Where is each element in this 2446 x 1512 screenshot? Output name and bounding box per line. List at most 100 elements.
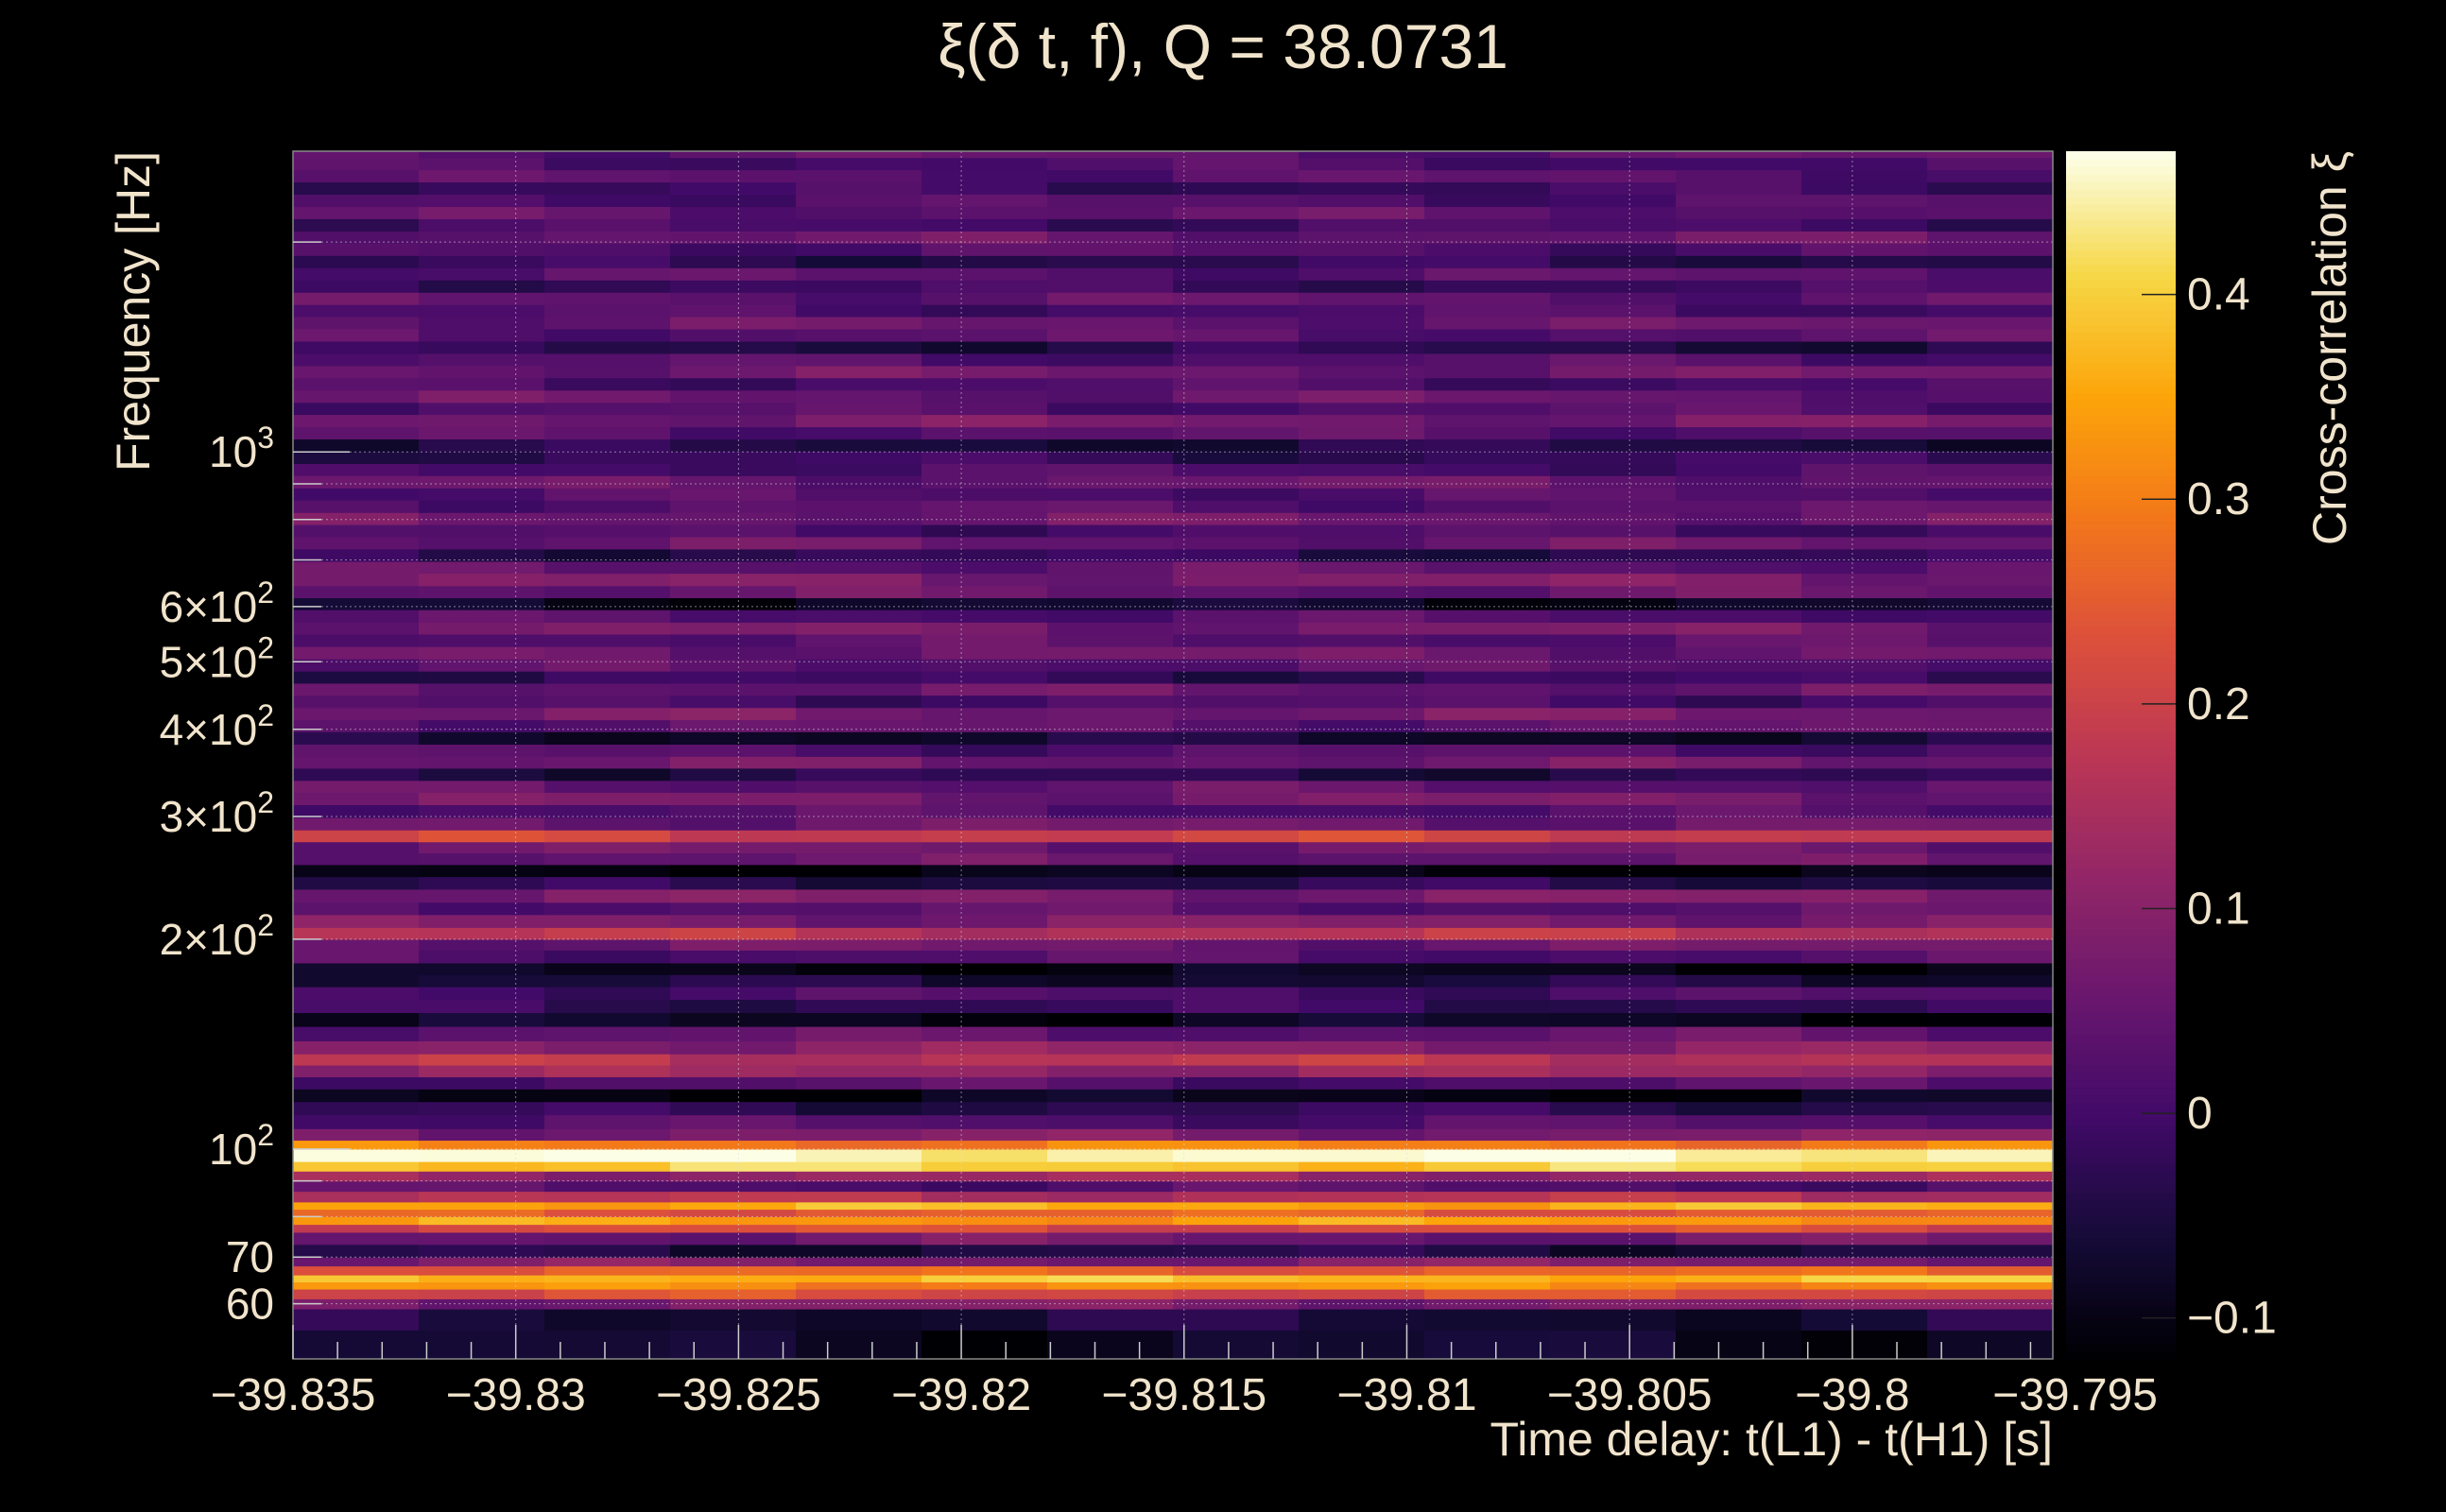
heatmap-cell — [419, 1180, 545, 1193]
heatmap-cell — [544, 1114, 671, 1129]
heatmap-cell — [1550, 402, 1677, 416]
heatmap-cell — [419, 792, 545, 805]
heatmap-cell — [544, 622, 671, 635]
heatmap-cell — [1676, 1012, 1802, 1027]
heatmap-cell — [1299, 475, 1425, 489]
colorbar-segment — [2066, 792, 2176, 801]
heatmap-cell — [796, 340, 922, 354]
heatmap-cell — [1173, 610, 1300, 623]
heatmap-cell — [1676, 767, 1802, 782]
heatmap-cell — [1424, 987, 1551, 1001]
heatmap-cell — [1550, 267, 1677, 281]
heatmap-cell — [670, 1054, 797, 1066]
heatmap-cell — [1550, 1224, 1677, 1233]
heatmap-cell — [670, 1128, 797, 1142]
heatmap-cell — [293, 902, 420, 916]
heatmap-cell — [670, 817, 797, 831]
heatmap-cell — [922, 1054, 1048, 1066]
colorbar-segment — [2066, 241, 2176, 250]
heatmap-cell — [1801, 719, 1928, 732]
heatmap-cell — [922, 1209, 1048, 1218]
heatmap-cell — [544, 1281, 671, 1290]
heatmap-cell — [293, 1244, 420, 1258]
heatmap-cell — [293, 488, 420, 501]
colorbar-segment — [2066, 1283, 2176, 1292]
heatmap-cell — [544, 304, 671, 318]
heatmap-cell — [293, 524, 420, 538]
heatmap-cell — [544, 194, 671, 208]
heatmap-cell — [1424, 488, 1551, 501]
heatmap-cell — [670, 389, 797, 404]
colorbar — [2066, 151, 2176, 1360]
heatmap-cell — [1173, 573, 1300, 587]
heatmap-cell — [1424, 352, 1551, 367]
heatmap-cell — [1173, 974, 1300, 988]
heatmap-cell — [796, 646, 922, 660]
heatmap-cell — [419, 304, 545, 318]
colorbar-segment — [2066, 1321, 2176, 1330]
heatmap-cell — [1927, 414, 2054, 428]
colorbar-segment — [2066, 988, 2176, 998]
heatmap-cell — [544, 1148, 671, 1162]
heatmap-cell — [1801, 1040, 1928, 1055]
heatmap-cell — [419, 414, 545, 428]
heatmap-cell — [922, 927, 1048, 940]
heatmap-cell — [1550, 488, 1677, 501]
heatmap-cell — [1927, 1101, 2054, 1116]
heatmap-cell — [670, 1275, 797, 1283]
heatmap-cell — [1801, 243, 1928, 256]
heatmap-cell — [1927, 340, 2054, 354]
heatmap-cell — [1424, 659, 1551, 672]
heatmap-cell — [1927, 1191, 2054, 1203]
heatmap-cell — [1299, 1231, 1425, 1246]
y-tick-label: 102 — [209, 1118, 274, 1174]
heatmap-cell — [922, 622, 1048, 635]
heatmap-cell — [1299, 841, 1425, 854]
heatmap-cell — [1801, 573, 1928, 587]
heatmap-cell — [670, 1148, 797, 1162]
heatmap-cell — [1927, 1265, 2054, 1276]
heatmap-cell — [670, 377, 797, 391]
heatmap-cell — [1173, 780, 1300, 793]
heatmap-cell — [796, 817, 922, 831]
heatmap-cell — [796, 731, 922, 745]
heatmap-cell — [1424, 1140, 1551, 1150]
heatmap-cell — [1927, 682, 2054, 696]
heatmap-cell — [1550, 1288, 1677, 1299]
heatmap-cell — [419, 280, 545, 293]
x-tick-label: −39.825 — [656, 1370, 821, 1420]
y-axis-label: Frequency [Hz] — [107, 151, 160, 472]
heatmap-cell — [1801, 610, 1928, 623]
heatmap-cell — [293, 719, 420, 732]
heatmap-cell — [1676, 377, 1802, 391]
heatmap-cell — [293, 548, 420, 562]
heatmap-cell — [1299, 426, 1425, 440]
heatmap-cell — [1550, 974, 1677, 988]
heatmap-cell — [796, 1148, 922, 1162]
heatmap-cell — [1299, 695, 1425, 709]
heatmap-cell — [293, 744, 420, 757]
heatmap-cell — [1047, 1161, 1174, 1172]
heatmap-cell — [1927, 633, 2054, 647]
heatmap-cell — [796, 671, 922, 684]
heatmap-cell — [922, 340, 1048, 354]
heatmap-cell — [1299, 1288, 1425, 1299]
colorbar-tick-label: 0.4 — [2187, 270, 2250, 320]
heatmap-cell — [796, 1012, 922, 1027]
heatmap-cell — [922, 830, 1048, 843]
heatmap-cell — [1173, 1128, 1300, 1142]
heatmap-cell — [1173, 548, 1300, 562]
heatmap-cell — [1550, 316, 1677, 330]
heatmap-cell — [1801, 756, 1928, 769]
heatmap-cell — [1173, 206, 1300, 219]
heatmap-cell — [293, 780, 420, 793]
heatmap-cell — [1424, 707, 1551, 721]
heatmap-cell — [419, 463, 545, 476]
heatmap-cell — [1424, 573, 1551, 587]
heatmap-cell — [419, 1308, 545, 1332]
heatmap-cell — [293, 560, 420, 575]
heatmap-cell — [1676, 475, 1802, 489]
heatmap-cell — [1173, 914, 1300, 928]
heatmap-cell — [293, 659, 420, 672]
